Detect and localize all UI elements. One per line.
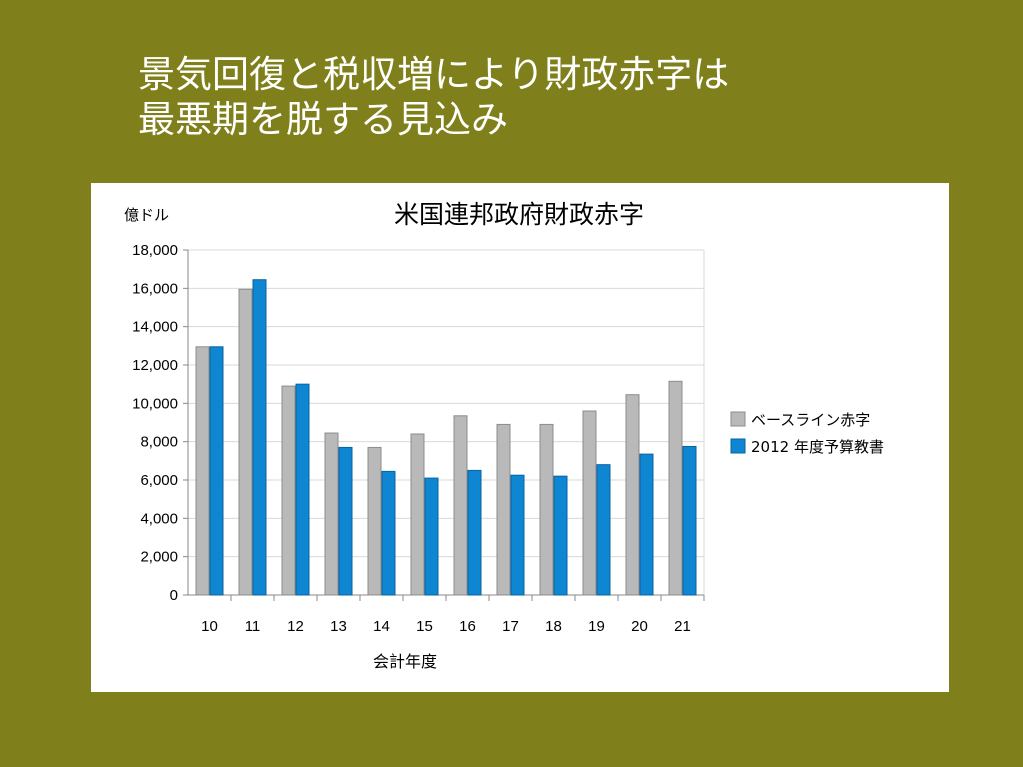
y-tick-label: 12,000 <box>132 357 178 374</box>
x-tick-label: 21 <box>674 618 691 635</box>
x-tick-label: 18 <box>545 618 562 635</box>
bar-budget-2012 <box>467 469 482 596</box>
bars <box>195 279 697 596</box>
x-tick-label: 20 <box>631 618 648 635</box>
axes <box>183 249 705 601</box>
y-tick-label: 2,000 <box>140 549 178 566</box>
bar-baseline-deficit <box>625 394 640 596</box>
bar-budget-2012 <box>596 464 611 596</box>
bar-baseline-deficit <box>539 423 554 596</box>
x-tick-label: 12 <box>287 618 304 635</box>
slide-title-line-2: 最悪期を脱する見込み <box>138 98 508 141</box>
bar-baseline-deficit <box>453 415 468 596</box>
x-tick-label: 14 <box>373 618 390 635</box>
bar-budget-2012 <box>295 383 310 596</box>
legend-swatch <box>730 438 746 454</box>
x-tick-label: 13 <box>330 618 347 635</box>
y-tick-label: 0 <box>170 587 178 604</box>
y-tick-label: 4,000 <box>140 510 178 527</box>
x-tick-label: 16 <box>459 618 476 635</box>
legend-label: 2012 年度予算教書 <box>751 438 884 456</box>
x-axis-label: 会計年度 <box>373 652 437 671</box>
y-tick-label: 14,000 <box>132 319 178 336</box>
bar-baseline-deficit <box>238 288 253 596</box>
y-tick-label: 6,000 <box>140 472 178 489</box>
x-tick-label: 19 <box>588 618 605 635</box>
legend: ベースライン赤字 2012 年度予算教書 <box>730 411 884 456</box>
legend-label: ベースライン赤字 <box>751 411 870 429</box>
x-tick-labels: 10 11 12 13 14 15 16 17 18 19 20 21 <box>201 618 691 635</box>
deficit-bar-chart: 米国連邦政府財政赤字 億ドル 0 2,000 4,000 6,000 8,000 10,0… <box>124 200 884 671</box>
bar-baseline-deficit <box>410 433 425 596</box>
y-tick-label: 10,000 <box>132 395 178 412</box>
bar-baseline-deficit <box>582 410 597 596</box>
bar-baseline-deficit <box>367 446 382 596</box>
chart-title: 米国連邦政府財政赤字 <box>394 200 644 229</box>
legend-swatch <box>730 411 746 427</box>
y-unit-label: 億ドル <box>124 206 169 224</box>
bar-budget-2012 <box>639 453 654 596</box>
bar-budget-2012 <box>338 446 353 596</box>
bar-baseline-deficit <box>195 346 210 596</box>
chart-panel: 米国連邦政府財政赤字 億ドル 0 2,000 4,000 6,000 8,000 10,0… <box>91 183 949 692</box>
x-tick-label: 11 <box>245 618 261 635</box>
x-tick-label: 17 <box>502 618 519 635</box>
bar-budget-2012 <box>424 477 439 596</box>
y-tick-label: 16,000 <box>132 280 178 297</box>
bar-budget-2012 <box>510 474 525 596</box>
x-tick-label: 15 <box>416 618 433 635</box>
bar-budget-2012 <box>209 346 224 596</box>
bar-budget-2012 <box>682 445 697 596</box>
bar-budget-2012 <box>252 279 267 596</box>
y-tick-label: 18,000 <box>132 242 178 259</box>
bar-baseline-deficit <box>281 385 296 596</box>
bar-budget-2012 <box>381 470 396 596</box>
slide-title: 景気回復と税収増により財政赤字は 最悪期を脱する見込み <box>138 52 958 142</box>
slide-title-line-1: 景気回復と税収増により財政赤字は <box>138 53 730 96</box>
bar-baseline-deficit <box>324 432 339 596</box>
bar-budget-2012 <box>553 475 568 596</box>
y-tick-label: 8,000 <box>140 434 178 451</box>
gridlines <box>188 249 705 595</box>
bar-baseline-deficit <box>668 380 683 596</box>
x-tick-label: 10 <box>201 618 218 635</box>
bar-baseline-deficit <box>496 423 511 596</box>
y-tick-labels: 0 2,000 4,000 6,000 8,000 10,000 12,000 14,000 1… <box>132 242 178 604</box>
